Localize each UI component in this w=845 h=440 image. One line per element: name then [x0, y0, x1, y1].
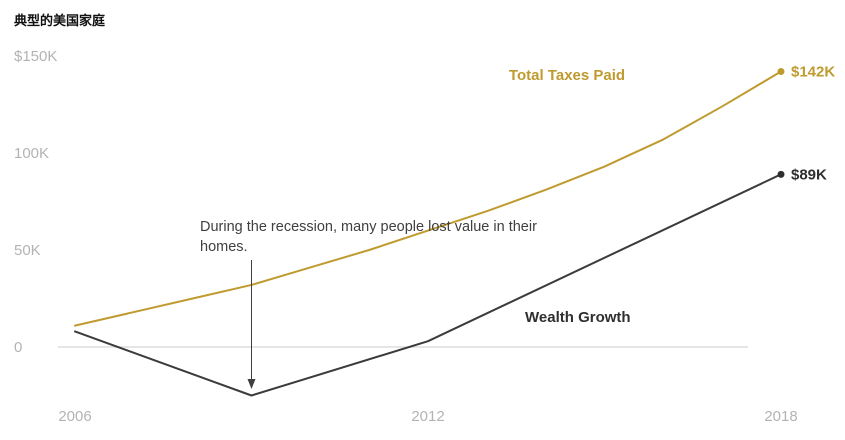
annotation-text: homes.	[200, 239, 248, 255]
x-tick-label: 2006	[58, 408, 91, 425]
end-value-label-wealth-growth: $89K	[791, 166, 827, 183]
x-tick-label: 2012	[411, 408, 444, 425]
annotation-text: During the recession, many people lost v…	[200, 219, 537, 235]
y-tick-label: $150K	[14, 48, 57, 65]
chart-title: 典型的美国家庭	[14, 13, 106, 28]
series-label-total-taxes-paid: Total Taxes Paid	[509, 67, 625, 84]
end-dot-wealth-growth	[777, 170, 785, 178]
annotation-arrowhead-icon	[247, 379, 256, 389]
y-tick-label: 50K	[14, 242, 41, 259]
line-total-taxes-paid	[74, 70, 782, 327]
end-value-label-total-taxes-paid: $142K	[791, 64, 835, 81]
y-tick-label: 0	[14, 339, 22, 356]
x-tick-label: 2018	[764, 408, 797, 425]
series-label-wealth-growth: Wealth Growth	[525, 309, 631, 326]
line-wealth-growth	[74, 173, 782, 397]
end-dot-total-taxes-paid	[777, 68, 785, 76]
y-tick-label: 100K	[14, 145, 49, 162]
